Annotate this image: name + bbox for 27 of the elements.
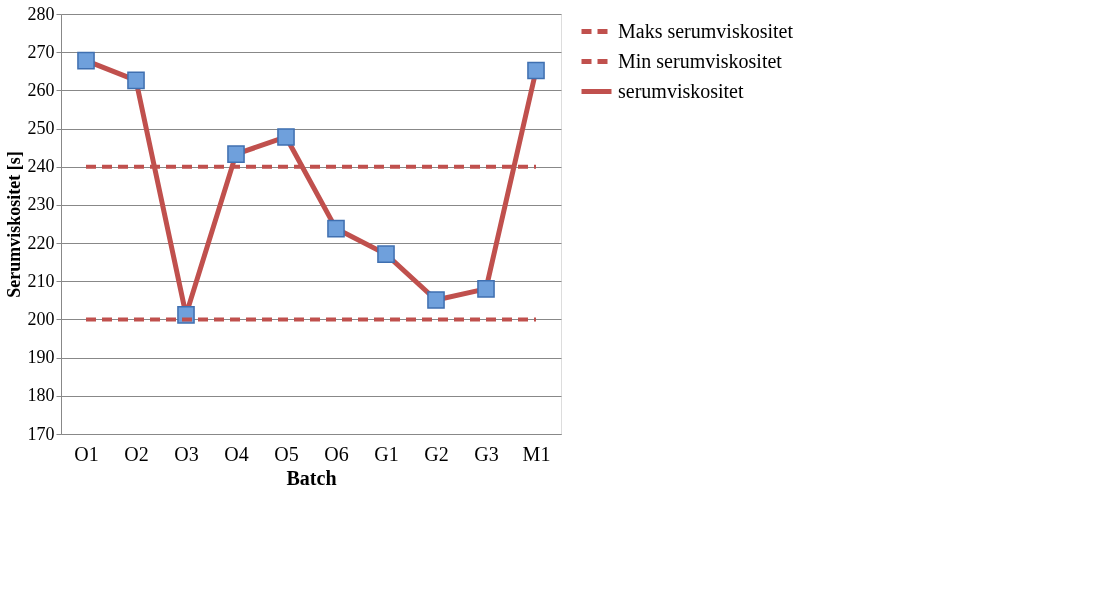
x-tick-label: M1: [522, 442, 551, 465]
y-tick-label: 230: [27, 194, 55, 215]
x-tick-label: O5: [274, 442, 299, 465]
legend-label: Maks serumviskositet: [618, 19, 794, 42]
y-tick-label: 180: [27, 385, 55, 406]
x-tick-label: O2: [124, 442, 149, 465]
legend-label: serumviskositet: [618, 79, 744, 102]
y-axis-title: Serumviskositet [s]: [3, 151, 24, 298]
x-tick-label: O4: [224, 442, 249, 465]
x-tick-label: O1: [74, 442, 99, 465]
x-tick-label: O3: [174, 442, 199, 465]
y-tick-label: 200: [27, 308, 55, 329]
x-tick-label: G3: [474, 442, 499, 465]
x-axis-title: Batch: [286, 466, 337, 489]
y-tick-label: 220: [27, 232, 55, 253]
x-tick-label: O6: [324, 442, 349, 465]
y-tick-label: 270: [27, 41, 55, 62]
y-tick-label: 250: [27, 118, 55, 139]
y-tick-label: 260: [27, 79, 55, 100]
x-tick-label: G2: [424, 442, 449, 465]
y-tick-label: 190: [27, 347, 55, 368]
legend-label: Min serumviskositet: [618, 49, 783, 72]
y-tick-label: 210: [27, 270, 55, 291]
y-tick-label: 170: [27, 423, 55, 444]
y-tick-label: 280: [27, 3, 55, 24]
y-tick-label: 240: [27, 156, 55, 177]
x-tick-label: G1: [374, 442, 399, 465]
